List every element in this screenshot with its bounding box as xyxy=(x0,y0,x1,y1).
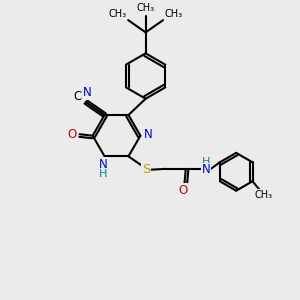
Text: N: N xyxy=(83,86,92,99)
Text: S: S xyxy=(142,163,150,176)
Text: O: O xyxy=(178,184,188,197)
Text: CH₃: CH₃ xyxy=(136,3,155,13)
Text: C: C xyxy=(74,90,82,103)
Text: N: N xyxy=(99,158,107,171)
Text: CH₃: CH₃ xyxy=(109,9,127,19)
Text: N: N xyxy=(144,128,153,141)
Text: CH₃: CH₃ xyxy=(254,190,273,200)
Text: N: N xyxy=(202,163,211,176)
Text: O: O xyxy=(68,128,77,141)
Text: H: H xyxy=(99,169,107,179)
Text: H: H xyxy=(202,158,210,167)
Text: CH₃: CH₃ xyxy=(164,9,182,19)
